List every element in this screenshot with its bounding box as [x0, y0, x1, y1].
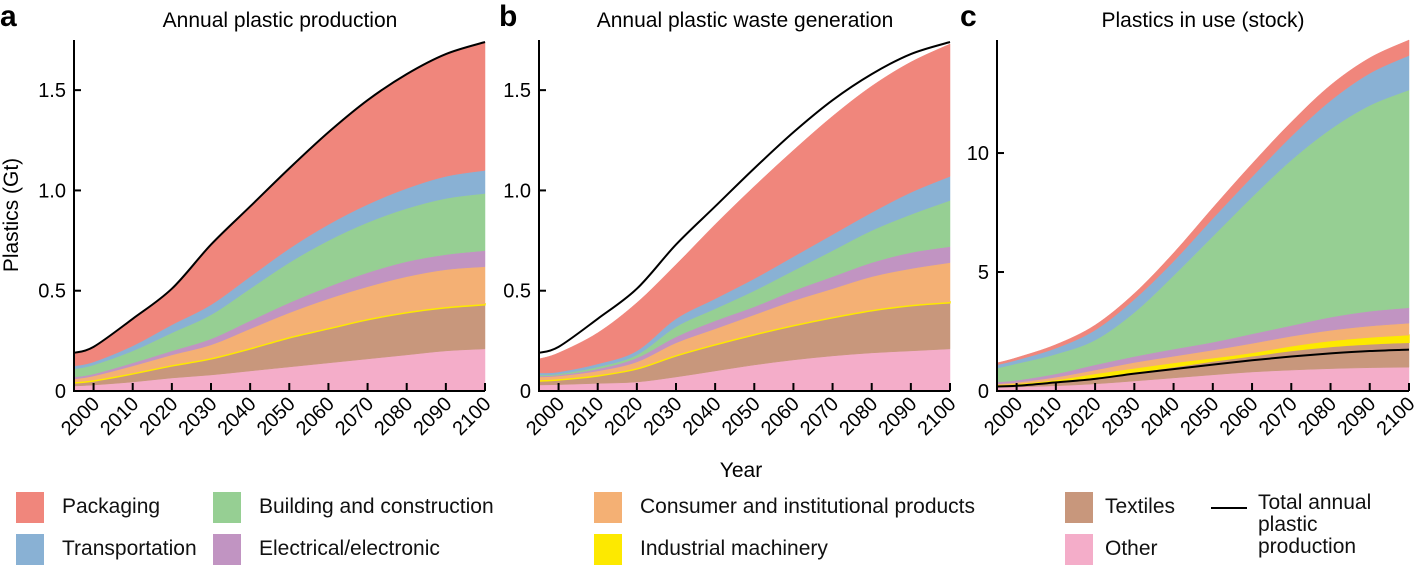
panel-a-x-tick-label: 2090: [409, 393, 456, 440]
panel-b-area-packaging: [538, 43, 951, 374]
panel-b: b Annual plastic waste generation 0 0.5 1.…: [499, 0, 961, 440]
panel-a-x-tick-label: 2060: [292, 393, 339, 440]
panel-a-lines: [73, 41, 486, 354]
panel-a-y-tick-label: 1.5: [38, 80, 66, 102]
panel-c-x-tick-label: 2060: [1216, 393, 1263, 440]
panel-c-x-tick-label: 2030: [1098, 393, 1145, 440]
panel-b-y-tick-label: 1.0: [503, 180, 531, 202]
panel-a-x-tick-label: 2100: [449, 393, 496, 440]
panel-b-lines: [538, 41, 951, 354]
panel-a-x-tick-label: 2080: [370, 393, 417, 440]
y-axis-title: Plastics (Gt): [0, 158, 23, 272]
panel-a-x-tick-label: 2040: [214, 393, 261, 440]
legend-swatch-electrical: [213, 533, 241, 565]
legend-item-other: Other: [1065, 533, 1158, 565]
legend-label-textiles: Textiles: [1105, 495, 1176, 518]
panel-c-y-tick-label: 0: [978, 381, 989, 403]
legend-label-total-line3: production: [1258, 535, 1357, 558]
panel-b-total-production-line: [538, 41, 951, 354]
panel-a-total-production-line: [73, 41, 486, 354]
legend-swatch-transportation: [16, 533, 44, 565]
panel-a-x-tick-label: 2070: [331, 393, 378, 440]
panel-a-letter: a: [0, 0, 17, 33]
panel-b-letter: b: [499, 0, 517, 33]
panel-b-x-tick-label: 2090: [874, 393, 921, 440]
legend-label-transportation: Transportation: [62, 537, 197, 560]
panel-a-y-tick-label: 0.5: [38, 281, 66, 303]
legend-label-total-line1: Total annual: [1258, 491, 1372, 514]
panel-b-x-tick-label: 2030: [640, 393, 687, 440]
legend-label-consumer: Consumer and institutional products: [640, 495, 976, 518]
panel-c-y-tick-label: 10: [967, 143, 989, 165]
panel-a: a Annual plastic production Plastics (Gt…: [0, 0, 496, 440]
panel-b-x-tick-label: 2100: [914, 393, 961, 440]
panel-a-title: Annual plastic production: [163, 9, 398, 32]
panel-b-y-tick-label: 0: [520, 381, 531, 403]
legend-item-textiles: Textiles: [1065, 491, 1175, 523]
panel-c: c Plastics in use (stock) 05102000201020…: [960, 0, 1414, 440]
panel-c-area-packaging: [996, 39, 1410, 366]
legend-label-total-line2: plastic: [1258, 513, 1318, 536]
panel-c-y-tick-label: 5: [978, 262, 989, 284]
panel-c-total-production-line: [996, 348, 1410, 388]
legend-item-building: Building and construction: [213, 491, 494, 523]
legend-swatch-consumer: [594, 491, 622, 523]
panel-c-letter: c: [960, 0, 977, 33]
panel-a-x-tick-label: 2050: [253, 393, 300, 440]
legend-item-electrical: Electrical/electronic: [213, 533, 440, 565]
panel-b-x-tick-label: 2070: [796, 393, 843, 440]
panel-b-x-tick-label: 2060: [757, 393, 804, 440]
panel-a-y-tick-label: 1.0: [38, 180, 66, 202]
panel-b-y-tick-label: 1.5: [503, 80, 531, 102]
panel-c-title: Plastics in use (stock): [1101, 9, 1304, 32]
panel-c-x-tick-label: 2040: [1137, 393, 1184, 440]
panel-c-x-tick-label: 2010: [1019, 393, 1066, 440]
panel-b-x-tick-label: 2080: [835, 393, 882, 440]
legend-swatch-total-line: [1211, 507, 1247, 509]
legend-item-packaging: Packaging: [16, 491, 160, 523]
panel-b-areas: [538, 43, 951, 392]
panel-a-x-tick-label: 2020: [135, 393, 182, 440]
legend-label-packaging: Packaging: [62, 495, 161, 518]
legend-swatch-other: [1065, 533, 1093, 565]
panel-c-x-tick-label: 2100: [1373, 393, 1414, 440]
panel-b-x-tick-label: 2020: [600, 393, 647, 440]
panel-b-title: Annual plastic waste generation: [597, 9, 894, 32]
panel-b-x-tick-label: 2010: [561, 393, 608, 440]
panel-a-x-tick-label: 2030: [175, 393, 222, 440]
legend-swatch-packaging: [16, 491, 44, 523]
legend: Packaging Transportation Building and co…: [0, 484, 1414, 567]
panel-b-x-tick-label: 2050: [718, 393, 765, 440]
legend-item-consumer: Consumer and institutional products: [594, 491, 975, 523]
panel-c-x-tick-label: 2080: [1294, 393, 1341, 440]
legend-swatch-building: [213, 491, 241, 523]
panel-b-y-tick-label: 0.5: [503, 281, 531, 303]
legend-label-industrial: Industrial machinery: [640, 537, 828, 560]
panel-a-y-tick-label: 0: [55, 381, 66, 403]
panel-c-areas: [996, 39, 1410, 392]
legend-label-total: Total annual plastic production: [1258, 492, 1371, 558]
panel-c-lines: [996, 348, 1410, 388]
panel-c-x-tick-label: 2050: [1176, 393, 1223, 440]
panel-a-areas: [73, 41, 486, 392]
legend-swatch-textiles: [1065, 491, 1093, 523]
legend-item-transportation: Transportation: [16, 533, 197, 565]
panel-c-x-tick-label: 2020: [1059, 393, 1106, 440]
panel-a-x-tick-label: 2010: [96, 393, 143, 440]
panel-c-x-tick-label: 2090: [1333, 393, 1380, 440]
panel-b-x-tick-label: 2040: [679, 393, 726, 440]
legend-swatch-industrial: [594, 533, 622, 565]
legend-label-electrical: Electrical/electronic: [259, 537, 440, 560]
legend-label-other: Other: [1105, 537, 1158, 560]
legend-item-industrial: Industrial machinery: [594, 533, 828, 565]
panel-c-x-tick-label: 2070: [1255, 393, 1302, 440]
legend-label-building: Building and construction: [259, 495, 494, 518]
figure-panels: a Annual plastic production Plastics (Gt…: [0, 0, 1414, 482]
x-axis-title: Year: [720, 459, 762, 482]
